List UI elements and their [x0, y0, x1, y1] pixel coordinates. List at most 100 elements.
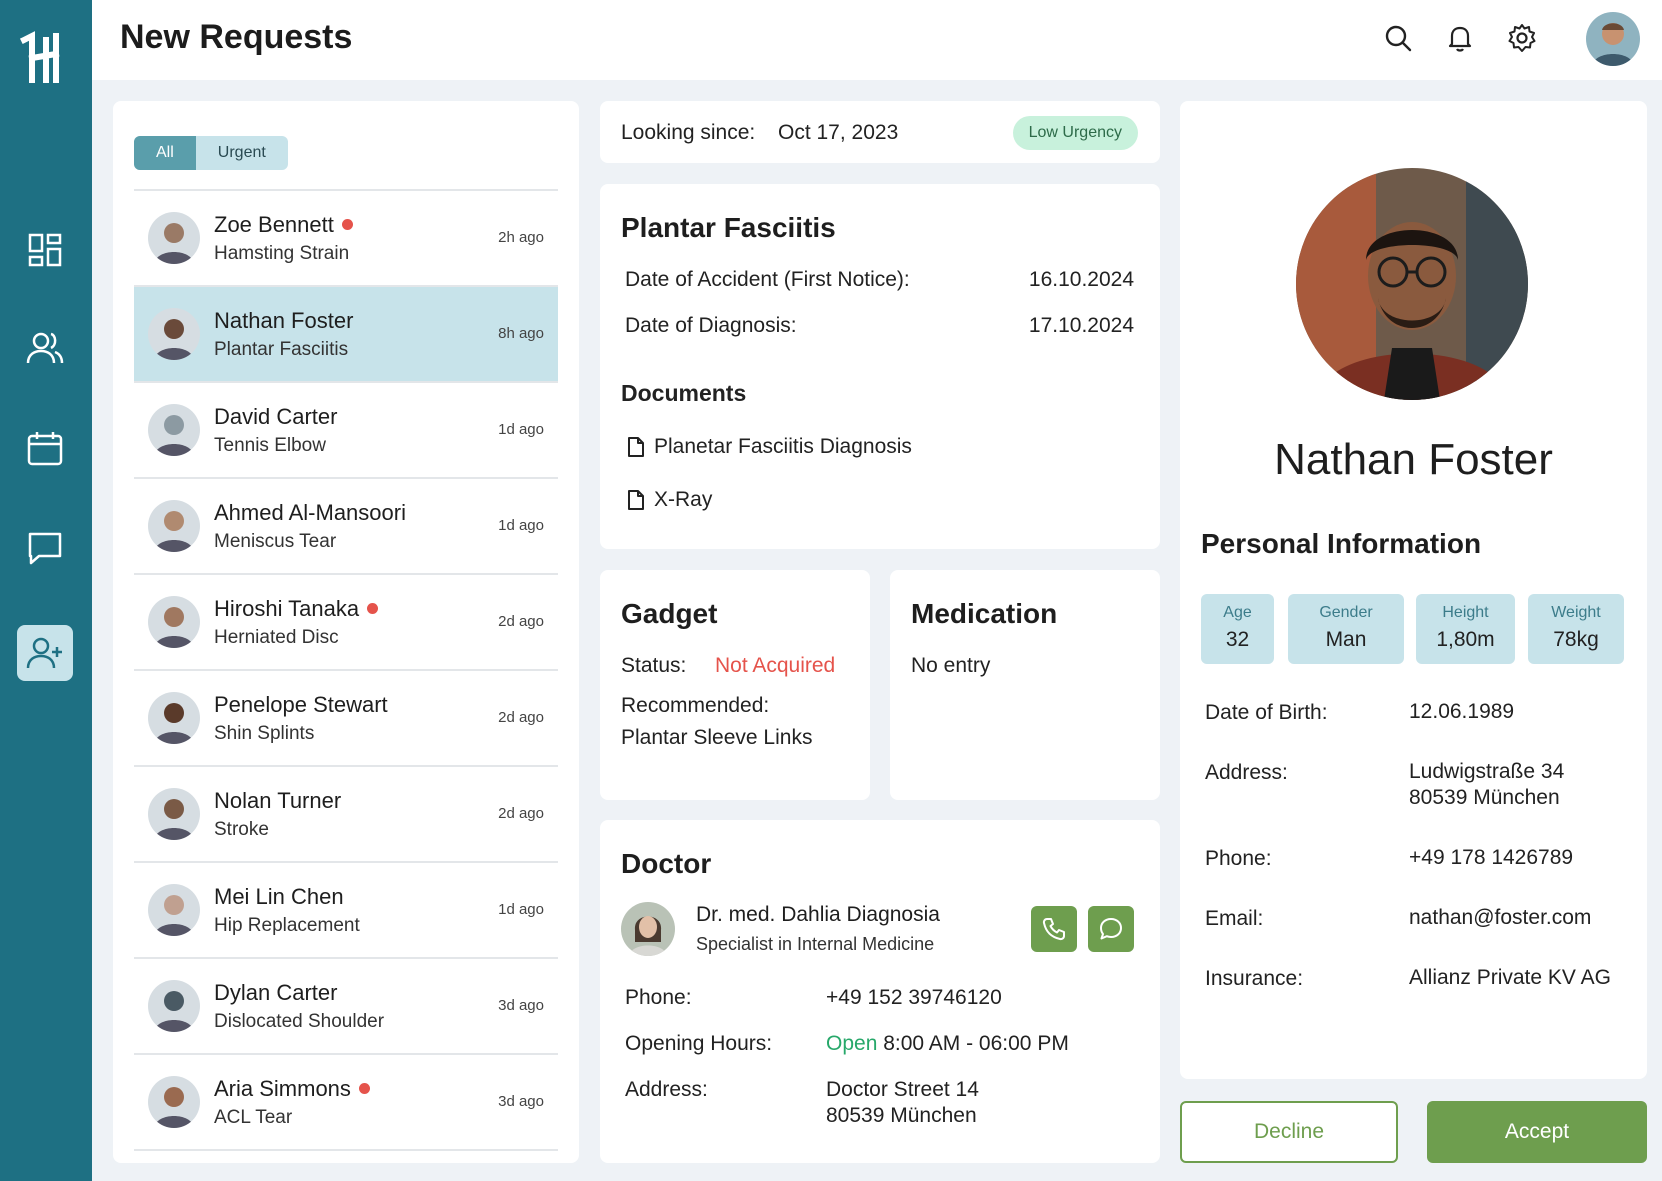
document-icon [628, 490, 644, 510]
dashboard-icon [28, 233, 62, 267]
request-row[interactable]: Mei Lin Chen Hip Replacement 1d ago [134, 863, 558, 959]
request-name: Nathan Foster [214, 308, 353, 334]
stat-gender: Gender Man [1288, 594, 1404, 664]
diagnosis-date-value: 17.10.2024 [1028, 314, 1134, 337]
request-row[interactable]: Zoe Bennett Hamsting Strain 2h ago [134, 191, 558, 287]
doctor-hours-label: Opening Hours: [625, 1032, 773, 1055]
request-time: 2d ago [498, 613, 544, 630]
request-time: 2d ago [498, 805, 544, 822]
page-title: New Requests [120, 18, 353, 56]
request-name: Zoe Bennett [214, 212, 353, 238]
request-name: Aria Simmons [214, 1076, 370, 1102]
stat-label: Height [1442, 604, 1489, 621]
gadget-recommended-label: Recommended: [621, 694, 770, 717]
stat-weight: Weight 78kg [1528, 594, 1624, 664]
request-condition: Stroke [214, 819, 269, 840]
stat-height: Height 1,80m [1416, 594, 1515, 664]
filter-all-button[interactable]: All [134, 136, 196, 170]
request-name-text: Dylan Carter [214, 980, 338, 1005]
user-avatar[interactable] [1586, 12, 1640, 66]
address-label: Address: [1205, 761, 1288, 784]
dob-label: Date of Birth: [1205, 701, 1328, 724]
gadget-title: Gadget [621, 598, 718, 629]
diagnosis-card: Plantar Fasciitis Date of Accident (Firs… [600, 184, 1160, 549]
request-time: 1d ago [498, 901, 544, 918]
open-status: Open [826, 1032, 878, 1055]
doctor-hours: Open 8:00 AM - 06:00 PM [826, 1032, 1069, 1056]
request-row[interactable]: Dylan Carter Dislocated Shoulder 3d ago [134, 959, 558, 1055]
looking-since-card: Looking since: Oct 17, 2023 Low Urgency [600, 101, 1160, 163]
nav-calendar[interactable] [17, 420, 73, 476]
gadget-card: Gadget Status: Not Acquired Recommended:… [600, 570, 870, 800]
address-line2: 80539 München [1409, 786, 1560, 809]
urgency-badge: Low Urgency [1012, 116, 1138, 150]
bell-icon [1448, 26, 1472, 52]
medication-card: Medication No entry [890, 570, 1160, 800]
request-name-text: Ahmed Al-Mansoori [214, 500, 406, 525]
decline-button[interactable]: Decline [1180, 1101, 1398, 1163]
accept-button[interactable]: Accept [1427, 1101, 1647, 1163]
request-row[interactable]: Penelope Stewart Shin Splints 2d ago [134, 671, 558, 767]
gadget-status-label: Status: [621, 654, 687, 677]
patient-avatar [148, 308, 200, 360]
stat-value: 32 [1225, 628, 1250, 651]
request-row[interactable]: David Carter Tennis Elbow 1d ago [134, 383, 558, 479]
phone-value[interactable]: +49 178 1426789 [1409, 846, 1574, 869]
stat-age: Age 32 [1201, 594, 1274, 664]
app-logo[interactable] [18, 28, 74, 88]
document-link[interactable]: X-Ray [626, 488, 712, 512]
urgent-indicator-dot [341, 218, 353, 230]
looking-since-date: Oct 17, 2023 [778, 121, 899, 144]
search-button[interactable] [1382, 22, 1414, 54]
dob-value: 12.06.1989 [1409, 700, 1515, 723]
nav-new-requests[interactable] [17, 625, 73, 681]
email-value[interactable]: nathan@foster.com [1409, 906, 1592, 929]
email-label: Email: [1205, 907, 1264, 930]
stat-value: Man [1325, 628, 1367, 651]
gadget-status-value: Not Acquired [715, 654, 836, 677]
request-condition: Tennis Elbow [214, 435, 326, 456]
diagnosis-date-label: Date of Diagnosis: [625, 314, 797, 337]
message-doctor-button[interactable] [1088, 906, 1134, 952]
request-row[interactable]: Nolan Turner Stroke 2d ago [134, 767, 558, 863]
request-time: 2d ago [498, 709, 544, 726]
request-condition: Dislocated Shoulder [214, 1011, 385, 1032]
request-time: 1d ago [498, 517, 544, 534]
request-row[interactable]: Hiroshi Tanaka Herniated Disc 2d ago [134, 575, 558, 671]
patient-avatar [148, 500, 200, 552]
patient-avatar [148, 212, 200, 264]
address-line1: Ludwigstraße 34 [1409, 760, 1565, 783]
request-condition: Shin Splints [214, 723, 315, 744]
request-condition: Plantar Fasciitis [214, 339, 349, 360]
diagnosis-title: Plantar Fasciitis [621, 212, 836, 243]
document-name: X-Ray [654, 488, 713, 511]
doctor-phone-value[interactable]: +49 152 39746120 [826, 986, 1002, 1009]
medication-title: Medication [911, 598, 1058, 629]
search-icon [1385, 25, 1412, 52]
document-link[interactable]: Planetar Fasciitis Diagnosis [626, 435, 912, 459]
nav-dashboard[interactable] [17, 222, 73, 278]
request-name: Ahmed Al-Mansoori [214, 500, 406, 526]
notifications-button[interactable] [1444, 22, 1476, 54]
request-row[interactable]: Nathan Foster Plantar Fasciitis 8h ago [134, 287, 558, 383]
doctor-card: Doctor Dr. med. Dahlia Diagnosia Special… [600, 820, 1160, 1163]
settings-button[interactable] [1506, 22, 1538, 54]
patient-profile-card: Nathan Foster Personal Information Age 3… [1180, 101, 1647, 1079]
request-name: Dylan Carter [214, 980, 337, 1006]
stat-label: Age [1223, 604, 1252, 621]
requests-list-card: All Urgent Zoe Bennett Hamsting Strain 2h … [113, 101, 579, 1163]
stat-label: Weight [1551, 604, 1601, 621]
nav-patients[interactable] [17, 320, 73, 376]
request-condition: Meniscus Tear [214, 531, 337, 552]
request-time: 2h ago [498, 229, 544, 246]
request-row[interactable]: Aria Simmons ACL Tear 3d ago [134, 1055, 558, 1151]
request-row[interactable]: Ahmed Al-Mansoori Meniscus Tear 1d ago [134, 479, 558, 575]
filter-urgent-button[interactable]: Urgent [217, 144, 266, 161]
phone-icon [1042, 918, 1065, 941]
request-name-text: Hiroshi Tanaka [214, 596, 360, 621]
call-doctor-button[interactable] [1031, 906, 1077, 952]
phone-label: Phone: [1205, 847, 1272, 870]
nav-messages[interactable] [17, 520, 73, 576]
documents-title: Documents [621, 380, 747, 406]
doctor-specialty: Specialist in Internal Medicine [696, 934, 935, 954]
